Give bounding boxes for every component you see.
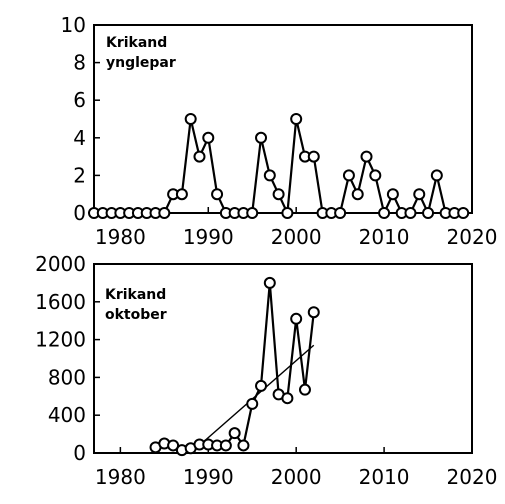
data-point — [175, 188, 188, 201]
data-point — [158, 207, 171, 219]
data-point — [193, 150, 206, 163]
data-point — [386, 188, 399, 201]
data-point — [290, 113, 303, 125]
data-point — [211, 188, 224, 201]
y-tick-label: 800 — [48, 365, 86, 389]
data-point — [228, 427, 241, 440]
data-point — [307, 150, 320, 163]
data-point — [281, 392, 294, 405]
data-point — [351, 188, 364, 201]
y-tick-label: 2 — [73, 163, 86, 187]
x-tick-label: 1990 — [183, 465, 234, 489]
data-point — [360, 150, 373, 163]
data-point — [272, 188, 285, 201]
data-point — [237, 439, 250, 452]
data-point — [255, 379, 268, 392]
x-tick-label: 2010 — [359, 225, 410, 249]
data-point — [246, 397, 259, 410]
chart-panel-october: 0 400 800 1200 1600 2000 1980 1990 2000 2010 2020 K… — [35, 252, 497, 489]
series-line — [155, 281, 315, 452]
x-tick-label: 1990 — [183, 225, 234, 249]
data-point — [342, 169, 355, 182]
x-tick-label: 2010 — [359, 465, 410, 489]
data-point — [378, 207, 391, 219]
x-tick-label: 2000 — [271, 465, 322, 489]
data-point — [263, 169, 276, 182]
data-point — [290, 312, 303, 325]
data-point — [457, 207, 470, 219]
x-tick-label: 1980 — [95, 225, 146, 249]
data-point — [263, 276, 276, 289]
data-point — [298, 383, 311, 396]
x-tick-label: 2020 — [447, 465, 498, 489]
panel-title-line: Krikand — [106, 35, 167, 51]
y-tick-label: 0 — [73, 201, 86, 225]
x-tick-label: 1980 — [95, 465, 146, 489]
data-point — [404, 207, 417, 219]
data-point — [167, 439, 180, 452]
data-point — [255, 131, 268, 144]
y-tick-label: 2000 — [35, 252, 86, 276]
data-point — [219, 439, 232, 452]
data-point — [202, 131, 215, 144]
y-tick-label: 0 — [73, 441, 86, 465]
data-point — [246, 207, 259, 219]
chart-panel-breeding-pairs: 0 2 4 6 8 10 1980 1990 2000 2010 2020 Krikand ynglep… — [61, 13, 498, 249]
data-point — [430, 169, 443, 182]
data-point — [422, 207, 435, 219]
panel-title-line: oktober — [105, 307, 167, 323]
y-tick-label: 10 — [61, 13, 86, 37]
x-tick-label: 2000 — [271, 225, 322, 249]
y-tick-label: 8 — [73, 51, 86, 75]
data-point — [369, 169, 382, 182]
y-tick-label: 4 — [73, 126, 86, 150]
y-tick-label: 1200 — [35, 328, 86, 352]
data-point — [334, 207, 347, 219]
data-point — [413, 188, 426, 201]
y-tick-label: 400 — [48, 403, 86, 427]
data-point — [184, 113, 197, 125]
x-tick-label: 2020 — [447, 225, 498, 249]
plot-frame — [93, 24, 473, 214]
y-tick-label: 6 — [73, 88, 86, 112]
data-point — [307, 306, 320, 319]
panel-title-line: ynglepar — [106, 55, 176, 71]
y-tick-label: 1600 — [35, 290, 86, 314]
data-point — [281, 207, 294, 219]
panel-title-line: Krikand — [105, 287, 166, 303]
plot-frame — [93, 263, 473, 454]
